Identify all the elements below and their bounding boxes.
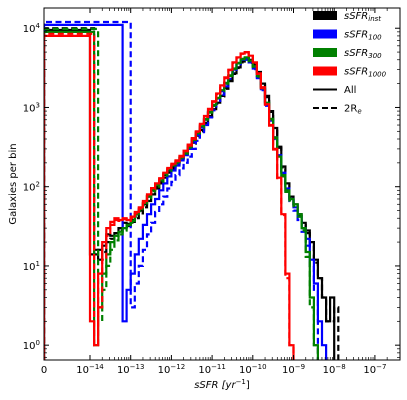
y-tick-label: 104	[23, 22, 41, 35]
series-0-step-line	[44, 28, 336, 360]
x-tick-label: 0	[41, 365, 47, 376]
legend-label: All	[344, 85, 356, 96]
series-7-step-line	[44, 32, 295, 360]
x-tick-label: 10−14	[76, 363, 104, 376]
y-tick-label: 103	[23, 101, 40, 114]
x-tick-label: 10−7	[363, 363, 386, 376]
x-axis-title-main: sSFR [yr	[194, 380, 236, 391]
legend-label: 2Re	[344, 104, 362, 116]
y-axis-title: Galaxies per bin	[8, 143, 19, 224]
legend-entry: 2Re	[313, 104, 362, 116]
legend-entry: sSFRinst	[313, 11, 381, 23]
x-axis-title-sup: −1	[236, 378, 246, 386]
x-tick-label: 10−8	[323, 363, 346, 376]
legend-swatch	[313, 29, 337, 39]
legend-entry: sSFR300	[313, 48, 382, 60]
legend-entry: sSFR100	[313, 29, 382, 42]
x-axis-title-end: ]	[246, 380, 250, 391]
series-layer	[44, 20, 340, 360]
legend-entry: All	[313, 85, 356, 96]
legend-label: sSFR100	[344, 30, 382, 42]
legend-label: sSFR1000	[344, 67, 387, 79]
series-4-step-line	[44, 30, 319, 360]
series-1-step-line	[44, 27, 340, 360]
y-tick-label: 101	[23, 260, 40, 273]
legend-swatch	[313, 66, 337, 76]
x-tick-label: 10−9	[282, 363, 305, 376]
legend-swatch	[313, 11, 337, 20]
x-tick-label: 10−11	[198, 363, 226, 376]
series-3-step-line	[44, 20, 319, 360]
x-tick-label: 10−10	[239, 363, 267, 376]
series-2-step-line	[44, 23, 328, 360]
plot-frame	[43, 7, 401, 361]
y-tick-label: 100	[23, 339, 40, 352]
legend: sSFRinst sSFR100 sSFR300 sSFR1000 All 2Re	[313, 11, 387, 116]
series-6-step-line	[44, 34, 295, 360]
legend-label: sSFRinst	[344, 11, 381, 23]
x-tick-label: 10−13	[117, 363, 145, 376]
series-5-step-line	[44, 27, 319, 360]
legend-entry: sSFR1000	[313, 66, 387, 79]
y-tick-label: 102	[23, 181, 40, 194]
legend-label: sSFR300	[344, 48, 382, 60]
ticks-layer: 0 10−14 10−13 10−12 10−11 10−10 10−9 10−8 10−7 10…	[23, 8, 400, 376]
x-tick-label: 10−12	[158, 363, 186, 376]
x-axis-title: sSFR [yr−1]	[194, 378, 250, 391]
legend-swatch	[313, 48, 337, 57]
